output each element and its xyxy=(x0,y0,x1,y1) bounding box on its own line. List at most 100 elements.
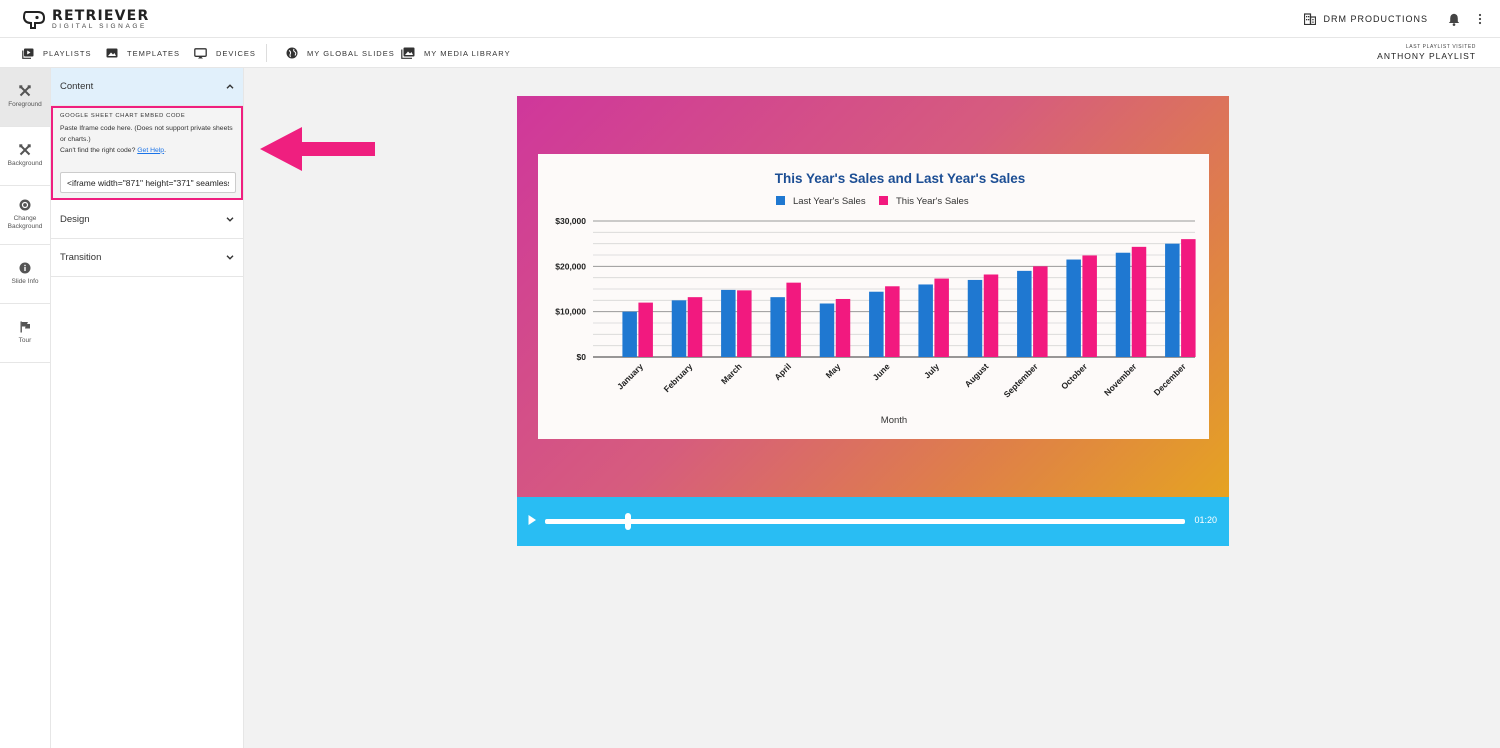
bar-last-year xyxy=(671,300,687,357)
rail-item-label: Background xyxy=(7,160,43,168)
y-tick-label: $20,000 xyxy=(555,261,586,271)
nav-media-library-label: MY MEDIA LIBRARY xyxy=(424,48,511,58)
globe-icon xyxy=(286,47,298,59)
left-arrow-icon xyxy=(260,127,375,171)
nav-templates[interactable]: TEMPLATES xyxy=(106,38,180,68)
retriever-logo-icon xyxy=(22,10,46,29)
bar-this-year xyxy=(835,298,851,357)
x-tick-label: August xyxy=(963,361,991,389)
design-accordion-header[interactable]: Design xyxy=(51,200,243,239)
chart-title: This Year's Sales and Last Year's Sales xyxy=(775,171,1026,186)
content-accordion-label: Content xyxy=(60,81,94,92)
playback-progress-track[interactable] xyxy=(545,519,1185,524)
embed-code-input[interactable] xyxy=(60,172,236,193)
y-tick-label: $10,000 xyxy=(555,307,586,317)
rail-item-label: Foreground xyxy=(8,101,42,109)
nav-playlists[interactable]: PLAYLISTS xyxy=(22,38,91,68)
embed-code-description: Paste Iframe code here. (Does not suppor… xyxy=(60,124,234,157)
play-icon[interactable] xyxy=(527,514,537,526)
transition-accordion-header[interactable]: Transition xyxy=(51,239,243,277)
nav-global-slides-label: MY GLOBAL SLIDES xyxy=(307,48,395,58)
nav-media-library[interactable]: MY MEDIA LIBRARY xyxy=(401,38,511,68)
nav-devices[interactable]: DEVICES xyxy=(194,38,256,68)
bar-last-year xyxy=(819,303,835,357)
bar-this-year xyxy=(1131,246,1147,357)
nav-global-slides[interactable]: MY GLOBAL SLIDES xyxy=(286,38,395,68)
building-icon xyxy=(1303,13,1316,25)
brand-name: RETRIEVER xyxy=(52,8,150,24)
notifications-button[interactable] xyxy=(1448,13,1460,26)
x-tick-label: July xyxy=(922,361,941,380)
chart-bars xyxy=(622,239,1196,357)
image-icon xyxy=(106,48,118,58)
rail-item-slide-info[interactable]: Slide Info xyxy=(0,245,50,304)
tools-icon xyxy=(19,144,31,156)
x-tick-label: June xyxy=(871,361,892,382)
bar-last-year xyxy=(721,289,736,357)
media-library-icon xyxy=(401,47,415,59)
organization-switcher[interactable]: DRM PRODUCTIONS xyxy=(1303,13,1429,25)
rail-item-label: Tour xyxy=(18,337,32,345)
last-playlist-name: ANTHONY PLAYLIST xyxy=(1377,51,1476,61)
bar-last-year xyxy=(967,279,983,357)
legend-swatch xyxy=(879,196,888,205)
last-playlist-label: LAST PLAYLIST VISITED xyxy=(1405,44,1476,50)
x-tick-label: September xyxy=(1002,361,1041,400)
chevron-down-icon xyxy=(226,216,234,222)
nav-divider xyxy=(266,44,267,62)
more-options-button[interactable] xyxy=(1478,13,1482,25)
chevron-up-icon xyxy=(226,84,234,89)
playlist-icon xyxy=(22,48,34,59)
info-icon xyxy=(19,262,31,274)
x-tick-label: January xyxy=(615,361,645,391)
swap-icon xyxy=(19,199,31,211)
x-tick-label: February xyxy=(662,361,695,394)
rail-item-background[interactable]: Background xyxy=(0,127,50,186)
bar-this-year xyxy=(983,274,999,357)
bar-last-year xyxy=(1017,270,1032,357)
bar-last-year xyxy=(1115,252,1131,357)
bar-this-year xyxy=(737,290,752,357)
logo[interactable]: RETRIEVER DIGITAL SIGNAGE xyxy=(22,9,149,31)
bell-icon xyxy=(1448,13,1460,26)
help-period: . xyxy=(164,146,166,154)
legend-label: Last Year's Sales xyxy=(793,196,866,207)
nav-devices-label: DEVICES xyxy=(216,48,256,58)
legend-swatch xyxy=(776,196,785,205)
brand-subtitle: DIGITAL SIGNAGE xyxy=(52,23,147,30)
sales-chart: This Year's Sales and Last Year's Sales … xyxy=(555,171,1196,426)
rail-item-change-background[interactable]: Change Background xyxy=(0,186,50,245)
chart-legend: Last Year's Sales This Year's Sales xyxy=(776,196,969,207)
nav-templates-label: TEMPLATES xyxy=(127,48,181,58)
last-playlist-visited[interactable]: LAST PLAYLIST VISITED ANTHONY PLAYLIST xyxy=(1377,44,1476,61)
playback-scrubber-handle[interactable] xyxy=(625,513,632,530)
rail-item-label: Change Background xyxy=(7,215,43,230)
x-tick-label: November xyxy=(1102,361,1139,398)
embed-desc-text: Paste Iframe code here. (Does not suppor… xyxy=(60,125,233,143)
chart-y-ticks: $0 $10,000 $20,000 $30,000 xyxy=(555,216,586,362)
rail-item-foreground[interactable]: Foreground xyxy=(0,68,50,127)
x-tick-label: May xyxy=(824,361,843,380)
x-tick-label: April xyxy=(772,361,793,382)
y-tick-label: $30,000 xyxy=(555,216,586,226)
x-tick-label: December xyxy=(1152,361,1189,398)
chart-x-ticks: January February March April May June July Augu… xyxy=(615,361,1188,400)
rail-item-tour[interactable]: Tour xyxy=(0,304,50,363)
bar-this-year xyxy=(1181,239,1196,357)
design-accordion-label: Design xyxy=(60,213,90,225)
bar-last-year xyxy=(918,284,933,357)
content-accordion-header[interactable]: Content xyxy=(51,68,243,106)
tools-icon xyxy=(19,85,31,97)
flag-icon xyxy=(20,321,30,333)
slide-player-controls: 01:20 xyxy=(517,497,1229,546)
embed-help-question: Can't find the right code? xyxy=(60,146,136,154)
chart-x-axis-label: Month xyxy=(881,415,907,426)
editor-rail: Foreground Background Change Background … xyxy=(0,68,51,748)
nav-playlists-label: PLAYLISTS xyxy=(43,48,92,58)
slide-preview: This Year's Sales and Last Year's Sales … xyxy=(517,96,1229,497)
organization-name: DRM PRODUCTIONS xyxy=(1323,14,1428,24)
x-tick-label: October xyxy=(1059,361,1090,392)
get-help-link[interactable]: Get Help xyxy=(137,146,165,154)
bar-last-year xyxy=(1165,243,1180,357)
bar-this-year xyxy=(687,297,703,357)
